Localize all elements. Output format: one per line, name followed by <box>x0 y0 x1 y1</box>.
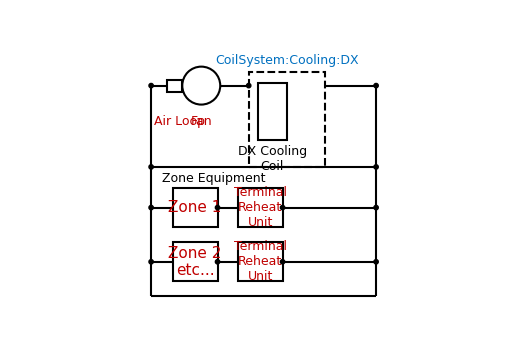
Circle shape <box>149 260 154 264</box>
Bar <box>173 242 218 282</box>
Circle shape <box>280 260 285 264</box>
Circle shape <box>374 165 378 169</box>
Text: Fan: Fan <box>190 115 212 128</box>
Circle shape <box>374 260 378 264</box>
Text: Air Loop: Air Loop <box>154 115 205 128</box>
Text: Terminal
Reheat
Unit: Terminal Reheat Unit <box>234 240 287 283</box>
Text: Terminal
Reheat
Unit: Terminal Reheat Unit <box>234 186 287 229</box>
Bar <box>173 188 218 227</box>
Bar <box>258 83 286 140</box>
Circle shape <box>216 260 220 264</box>
Text: DX Cooling
Coil: DX Cooling Coil <box>238 145 307 173</box>
Circle shape <box>149 83 154 88</box>
Text: Zone 1: Zone 1 <box>169 200 222 215</box>
Circle shape <box>374 83 378 88</box>
Text: Zone Equipment: Zone Equipment <box>162 172 265 186</box>
Circle shape <box>216 206 220 210</box>
Bar <box>168 80 183 92</box>
Circle shape <box>149 206 154 210</box>
Circle shape <box>374 206 378 210</box>
Text: Zone 2
etc...: Zone 2 etc... <box>169 246 222 278</box>
Bar <box>238 242 283 282</box>
Circle shape <box>280 206 285 210</box>
Bar <box>249 72 325 167</box>
Bar <box>238 188 283 227</box>
Circle shape <box>247 83 251 88</box>
Circle shape <box>149 165 154 169</box>
Text: CoilSystem:Cooling:DX: CoilSystem:Cooling:DX <box>215 54 358 67</box>
Circle shape <box>183 67 220 105</box>
